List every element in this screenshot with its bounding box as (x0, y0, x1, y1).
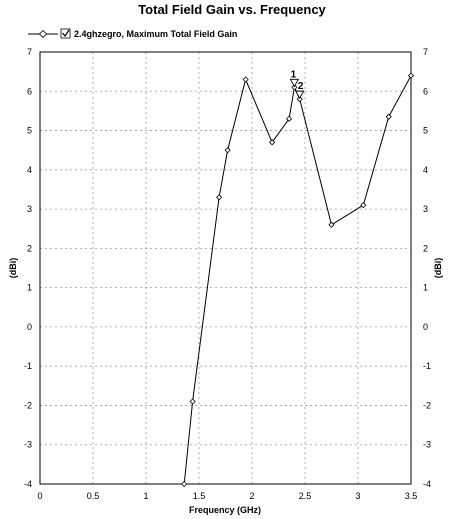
x-tick-label: 0.5 (87, 491, 100, 501)
marker-triangle (289, 78, 300, 88)
y-tick-label-right: 5 (423, 126, 428, 136)
data-point (224, 147, 231, 154)
data-point (291, 84, 298, 91)
plot-frame (39, 51, 412, 485)
y-tick-label-left: -3 (24, 440, 32, 450)
x-tick-label: 0 (37, 491, 42, 501)
y-ticks-left: -4 -3 -2 -1 0 1 2 3 4 5 6 7 (24, 47, 32, 489)
y-tick-label-left: 3 (27, 204, 32, 214)
data-point (385, 113, 392, 120)
data-point (189, 398, 196, 405)
series-layer (181, 72, 415, 488)
x-tick-label: 3 (355, 491, 360, 501)
y-tick-label-right: -3 (423, 440, 431, 450)
data-point (286, 115, 293, 122)
y-tick-label-left: 0 (27, 322, 32, 332)
x-tick-label: 2.5 (299, 491, 312, 501)
y-tick-label-right: 1 (423, 283, 428, 293)
data-point (242, 76, 249, 83)
markers-layer: 12 (289, 69, 305, 100)
y-tick-label-right: -4 (423, 479, 431, 489)
legend-check-icon (62, 29, 70, 38)
data-point (181, 480, 188, 488)
data-point (296, 96, 303, 103)
legend: 2.4ghzegro, Maximum Total Field Gain (28, 28, 237, 39)
y-tick-label-left: -1 (24, 361, 32, 371)
y-tick-label-right: 3 (423, 204, 428, 214)
y-tick-label-left: 6 (27, 86, 32, 96)
marker-label: 1 (291, 69, 297, 80)
x-tick-label: 3.5 (405, 491, 418, 501)
y-axis-label-left: (dBi) (8, 258, 18, 279)
y-tick-label-right: 4 (423, 165, 428, 175)
y-tick-label-right: 7 (423, 47, 428, 57)
data-point (216, 194, 223, 201)
y-tick-label-left: -2 (24, 400, 32, 410)
x-axis-label: Frequency (GHz) (189, 505, 261, 515)
x-ticks: 0 0.5 1 1.5 2 2.5 3 3.5 (37, 491, 417, 501)
y-tick-label-left: 1 (27, 283, 32, 293)
y-tick-label-left: 7 (27, 47, 32, 57)
data-point (328, 221, 335, 228)
marker-triangle (294, 90, 305, 100)
x-tick-label: 1 (143, 491, 148, 501)
legend-marker (38, 29, 48, 39)
y-tick-label-right: -1 (423, 361, 431, 371)
chart-title: Total Field Gain vs. Frequency (138, 2, 326, 17)
y-tick-label-left: 4 (27, 165, 32, 175)
data-point (269, 139, 276, 146)
y-ticks-right: -4 -3 -2 -1 0 1 2 3 4 5 6 7 (423, 47, 431, 489)
x-tick-label: 1.5 (193, 491, 206, 501)
marker-label: 2 (298, 81, 304, 92)
y-tick-label-left: 5 (27, 126, 32, 136)
series-line (183, 75, 412, 485)
y-tick-label-right: -2 (423, 400, 431, 410)
data-point (407, 72, 415, 79)
data-point (360, 202, 367, 209)
y-tick-label-left: 2 (27, 243, 32, 253)
legend-checkbox[interactable] (60, 28, 71, 39)
y-tick-label-right: 6 (423, 86, 428, 96)
legend-label: 2.4ghzegro, Maximum Total Field Gain (74, 29, 237, 39)
y-axis-label-right: (dBi) (433, 258, 443, 279)
y-tick-label-right: 2 (423, 243, 428, 253)
grid (40, 52, 411, 484)
x-tick-label: 2 (249, 491, 254, 501)
y-tick-label-left: -4 (24, 479, 32, 489)
y-tick-label-right: 0 (423, 322, 428, 332)
